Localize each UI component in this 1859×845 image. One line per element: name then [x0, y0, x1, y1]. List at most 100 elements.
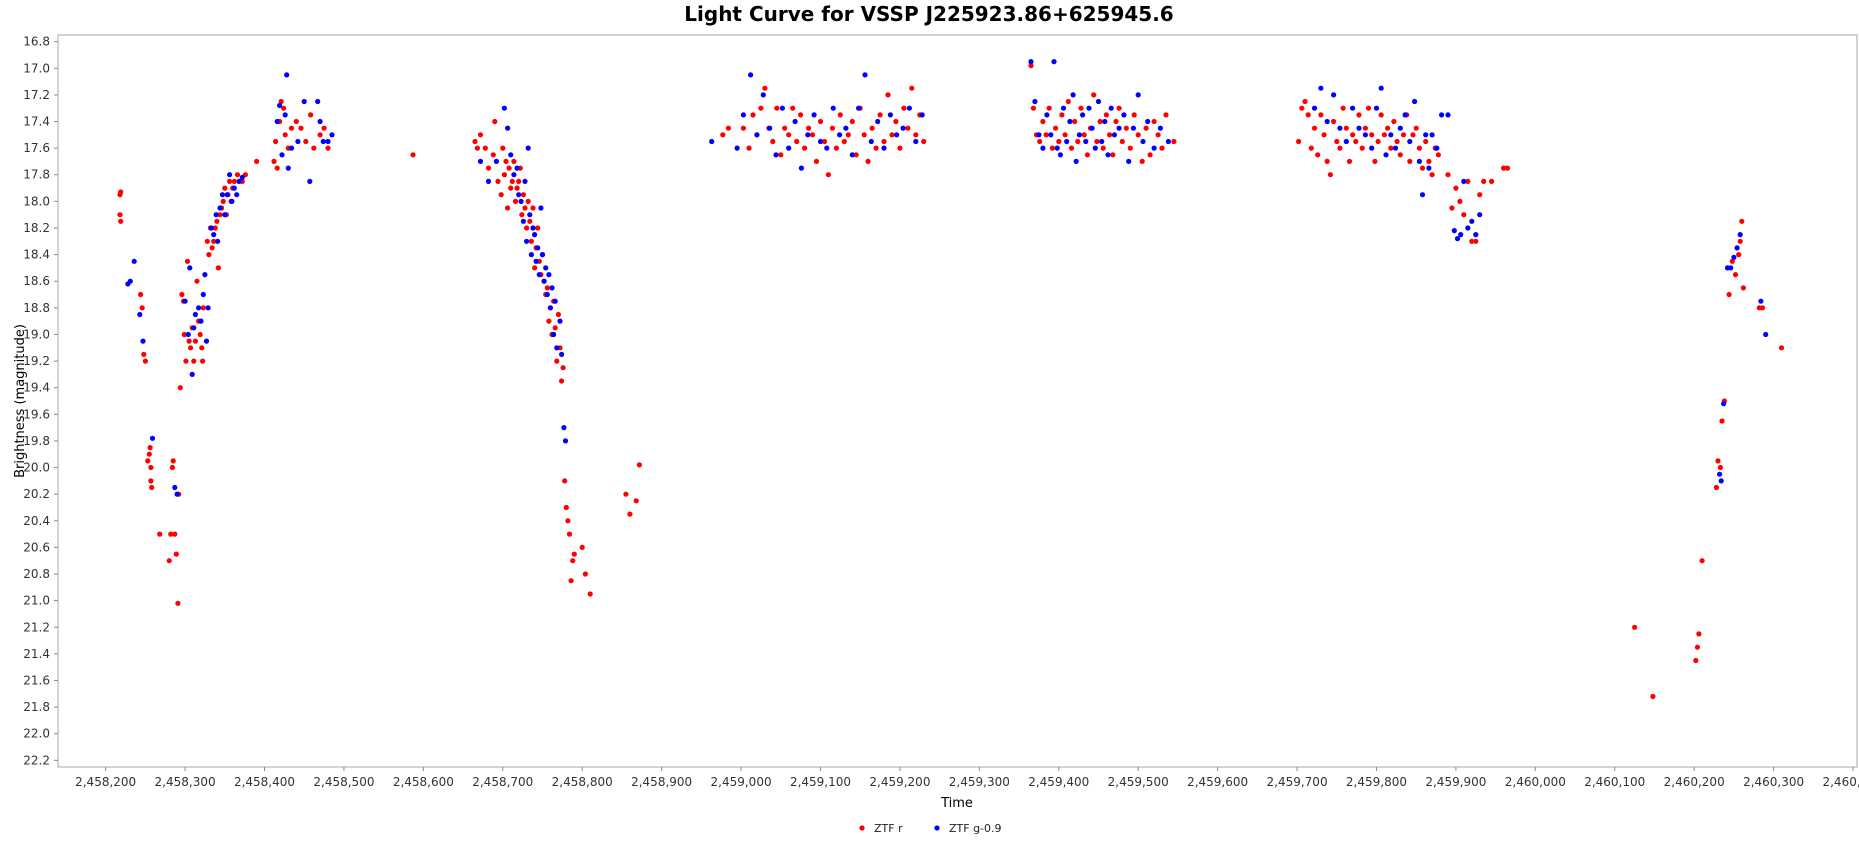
y-tick-label: 21.0	[23, 594, 50, 608]
data-point	[740, 125, 747, 131]
x-tick-label: 2,459,700	[1267, 775, 1328, 789]
data-point	[1713, 484, 1719, 491]
data-point	[527, 218, 533, 224]
data-point	[1373, 105, 1380, 111]
data-point	[1057, 152, 1063, 158]
data-point	[187, 265, 193, 271]
data-point	[175, 600, 181, 606]
data-point	[559, 351, 565, 357]
data-point	[546, 318, 552, 324]
data-point	[522, 205, 528, 211]
data-point	[1140, 138, 1146, 145]
data-point	[493, 158, 499, 164]
data-point	[725, 125, 732, 131]
data-point	[508, 185, 514, 191]
data-point	[1469, 218, 1475, 224]
data-point	[524, 238, 530, 244]
data-point	[184, 258, 191, 264]
data-point	[1473, 232, 1479, 238]
data-point	[782, 125, 788, 131]
data-point	[505, 205, 511, 211]
data-point	[1416, 145, 1422, 151]
data-point	[329, 132, 335, 138]
data-point	[919, 112, 925, 118]
data-point	[532, 265, 538, 271]
y-tick-label: 17.6	[23, 141, 50, 155]
data-point	[1453, 185, 1459, 191]
data-point	[146, 451, 152, 457]
data-point	[1131, 112, 1137, 118]
data-point	[1157, 125, 1163, 131]
data-point	[1477, 212, 1483, 218]
data-point	[212, 225, 218, 231]
data-point	[147, 445, 153, 451]
data-point	[817, 118, 824, 125]
data-point	[1388, 132, 1394, 138]
data-point	[131, 258, 137, 264]
x-tick-label: 2,460,200	[1664, 775, 1725, 789]
data-point	[740, 112, 747, 118]
legend-label: ZTF g-0.9	[949, 822, 1002, 835]
data-point	[211, 232, 217, 238]
data-point	[530, 205, 536, 211]
data-point	[1423, 138, 1429, 145]
data-point	[528, 238, 535, 244]
data-point	[1426, 165, 1432, 171]
data-point	[1696, 631, 1702, 637]
data-point	[885, 92, 891, 98]
data-point	[754, 132, 760, 138]
x-tick-label: 2,458,700	[472, 775, 533, 789]
data-point	[1694, 644, 1700, 650]
data-point	[215, 265, 221, 271]
data-point	[536, 272, 542, 278]
data-point	[786, 145, 792, 151]
data-point	[282, 132, 288, 138]
y-tick-label: 16.8	[23, 35, 50, 49]
data-point	[227, 178, 233, 184]
data-point	[518, 198, 524, 204]
data-point	[554, 358, 560, 364]
data-point	[1715, 458, 1721, 464]
data-point	[1457, 198, 1463, 204]
data-point	[274, 165, 280, 171]
data-point	[1064, 138, 1070, 145]
data-point	[224, 192, 230, 198]
data-point	[145, 458, 151, 464]
data-point	[869, 125, 875, 131]
data-point	[824, 145, 830, 151]
data-point	[1103, 112, 1109, 118]
data-point	[849, 152, 855, 158]
data-point	[893, 118, 899, 125]
data-point	[173, 551, 179, 557]
data-point	[1397, 152, 1403, 158]
data-point	[505, 125, 511, 131]
data-point	[562, 438, 569, 444]
data-point	[1350, 132, 1356, 138]
data-point	[1113, 118, 1119, 125]
data-point	[512, 198, 519, 204]
data-point	[200, 358, 206, 364]
data-point	[169, 464, 175, 471]
data-point	[1048, 132, 1054, 138]
data-point	[587, 591, 593, 597]
data-point	[1107, 132, 1113, 138]
data-point	[281, 105, 287, 111]
data-point	[520, 192, 527, 198]
data-point	[1392, 145, 1399, 151]
data-point	[234, 192, 240, 198]
data-point	[1151, 145, 1157, 151]
data-point	[1043, 132, 1049, 138]
data-point	[1394, 138, 1400, 145]
data-point	[220, 198, 226, 204]
data-point	[1717, 464, 1723, 471]
data-point	[1465, 225, 1471, 231]
data-point	[1311, 125, 1318, 131]
data-point	[301, 98, 307, 105]
x-tick-label: 2,459,400	[1028, 775, 1089, 789]
data-point	[845, 132, 851, 138]
data-point	[509, 178, 515, 184]
data-point	[1105, 152, 1111, 158]
data-point	[485, 178, 492, 184]
data-point	[1734, 245, 1740, 251]
data-point	[196, 305, 202, 311]
